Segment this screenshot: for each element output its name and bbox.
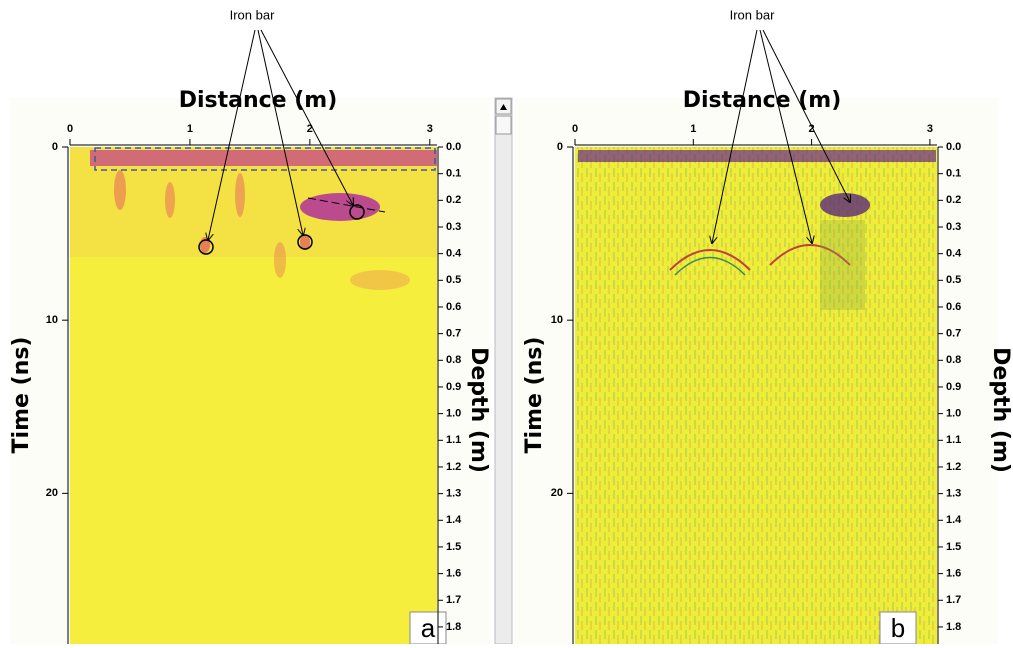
- x-tick-label: 3: [427, 123, 433, 135]
- y-tick-label: 20: [551, 487, 563, 499]
- y2-tick-label: 0.1: [946, 168, 961, 180]
- radargram-a: [70, 147, 437, 644]
- y2-tick-label: 0.3: [446, 221, 461, 233]
- y2-tick-label: 1.6: [946, 568, 961, 580]
- y2-tick-label: 0.7: [446, 328, 461, 340]
- y2-tick-label: 1.6: [446, 568, 461, 580]
- panel-label-box: [879, 611, 917, 645]
- panel-label: a: [421, 613, 436, 643]
- y-tick-label: 0: [52, 141, 58, 153]
- y2-tick-label: 1.8: [446, 621, 461, 633]
- y2-tick-label: 0.2: [446, 194, 461, 206]
- radargram-b: [575, 147, 937, 644]
- y2-tick-label: 1.2: [946, 461, 961, 473]
- y-axis-title: Time (ns): [522, 337, 547, 454]
- y-axis-title: Time (ns): [9, 337, 34, 454]
- x-tick-label: 1: [187, 123, 193, 135]
- y2-tick-label: 0.9: [446, 381, 461, 393]
- y2-axis-title: Depth (m): [988, 347, 1013, 473]
- y2-tick-label: 0.0: [946, 141, 961, 153]
- y2-tick-label: 1.1: [946, 434, 961, 446]
- x-axis-title: Distance (m): [179, 88, 338, 113]
- y2-tick-label: 0.5: [446, 274, 461, 286]
- y2-tick-label: 1.7: [446, 594, 461, 606]
- y2-tick-label: 0.3: [946, 221, 961, 233]
- y2-tick-label: 1.1: [446, 434, 461, 446]
- y2-axis-title: Depth (m): [466, 347, 491, 473]
- annotation: Iron bar: [230, 7, 275, 22]
- scrollbar[interactable]: [494, 97, 513, 645]
- y2-tick-label: 1.0: [946, 408, 961, 420]
- y2-tick-label: 1.8: [946, 621, 961, 633]
- y2-tick-label: 1.5: [946, 541, 961, 553]
- annotation: Iron bar: [730, 7, 775, 22]
- y2-tick-label: 1.5: [446, 541, 461, 553]
- y-tick-label: 10: [551, 314, 563, 326]
- y2-tick-label: 0.0: [446, 141, 461, 153]
- x-tick-label: 0: [67, 123, 73, 135]
- y2-tick-label: 1.0: [446, 408, 461, 420]
- y2-tick-label: 0.6: [446, 301, 461, 313]
- y2-tick-label: 0.5: [946, 274, 961, 286]
- y2-tick-label: 1.3: [446, 488, 461, 500]
- x-tick-label: 3: [927, 123, 933, 135]
- x-tick-label: 1: [690, 123, 696, 135]
- y-tick-label: 20: [46, 487, 58, 499]
- y2-tick-label: 0.8: [446, 354, 461, 366]
- annotation-arrows: [208, 29, 850, 243]
- y2-tick-label: 1.3: [946, 488, 961, 500]
- y2-tick-label: 0.4: [946, 248, 962, 260]
- panel-label: b: [891, 613, 905, 643]
- y2-tick-label: 0.7: [946, 328, 961, 340]
- y-tick-label: 10: [46, 314, 58, 326]
- y2-tick-label: 1.4: [446, 514, 462, 526]
- x-tick-label: 2: [307, 123, 313, 135]
- y2-tick-label: 0.4: [446, 248, 462, 260]
- y-tick-label: 0: [557, 141, 563, 153]
- y2-tick-label: 0.1: [446, 168, 461, 180]
- y2-tick-label: 0.8: [946, 354, 961, 366]
- x-tick-label: 2: [809, 123, 815, 135]
- x-tick-label: 0: [572, 123, 578, 135]
- y2-tick-label: 0.9: [946, 381, 961, 393]
- y2-tick-label: 0.2: [946, 194, 961, 206]
- x-axis-title: Distance (m): [683, 88, 842, 113]
- y2-tick-label: 0.6: [946, 301, 961, 313]
- y2-tick-label: 1.4: [946, 514, 962, 526]
- y2-tick-label: 1.7: [946, 594, 961, 606]
- y2-tick-label: 1.2: [446, 461, 461, 473]
